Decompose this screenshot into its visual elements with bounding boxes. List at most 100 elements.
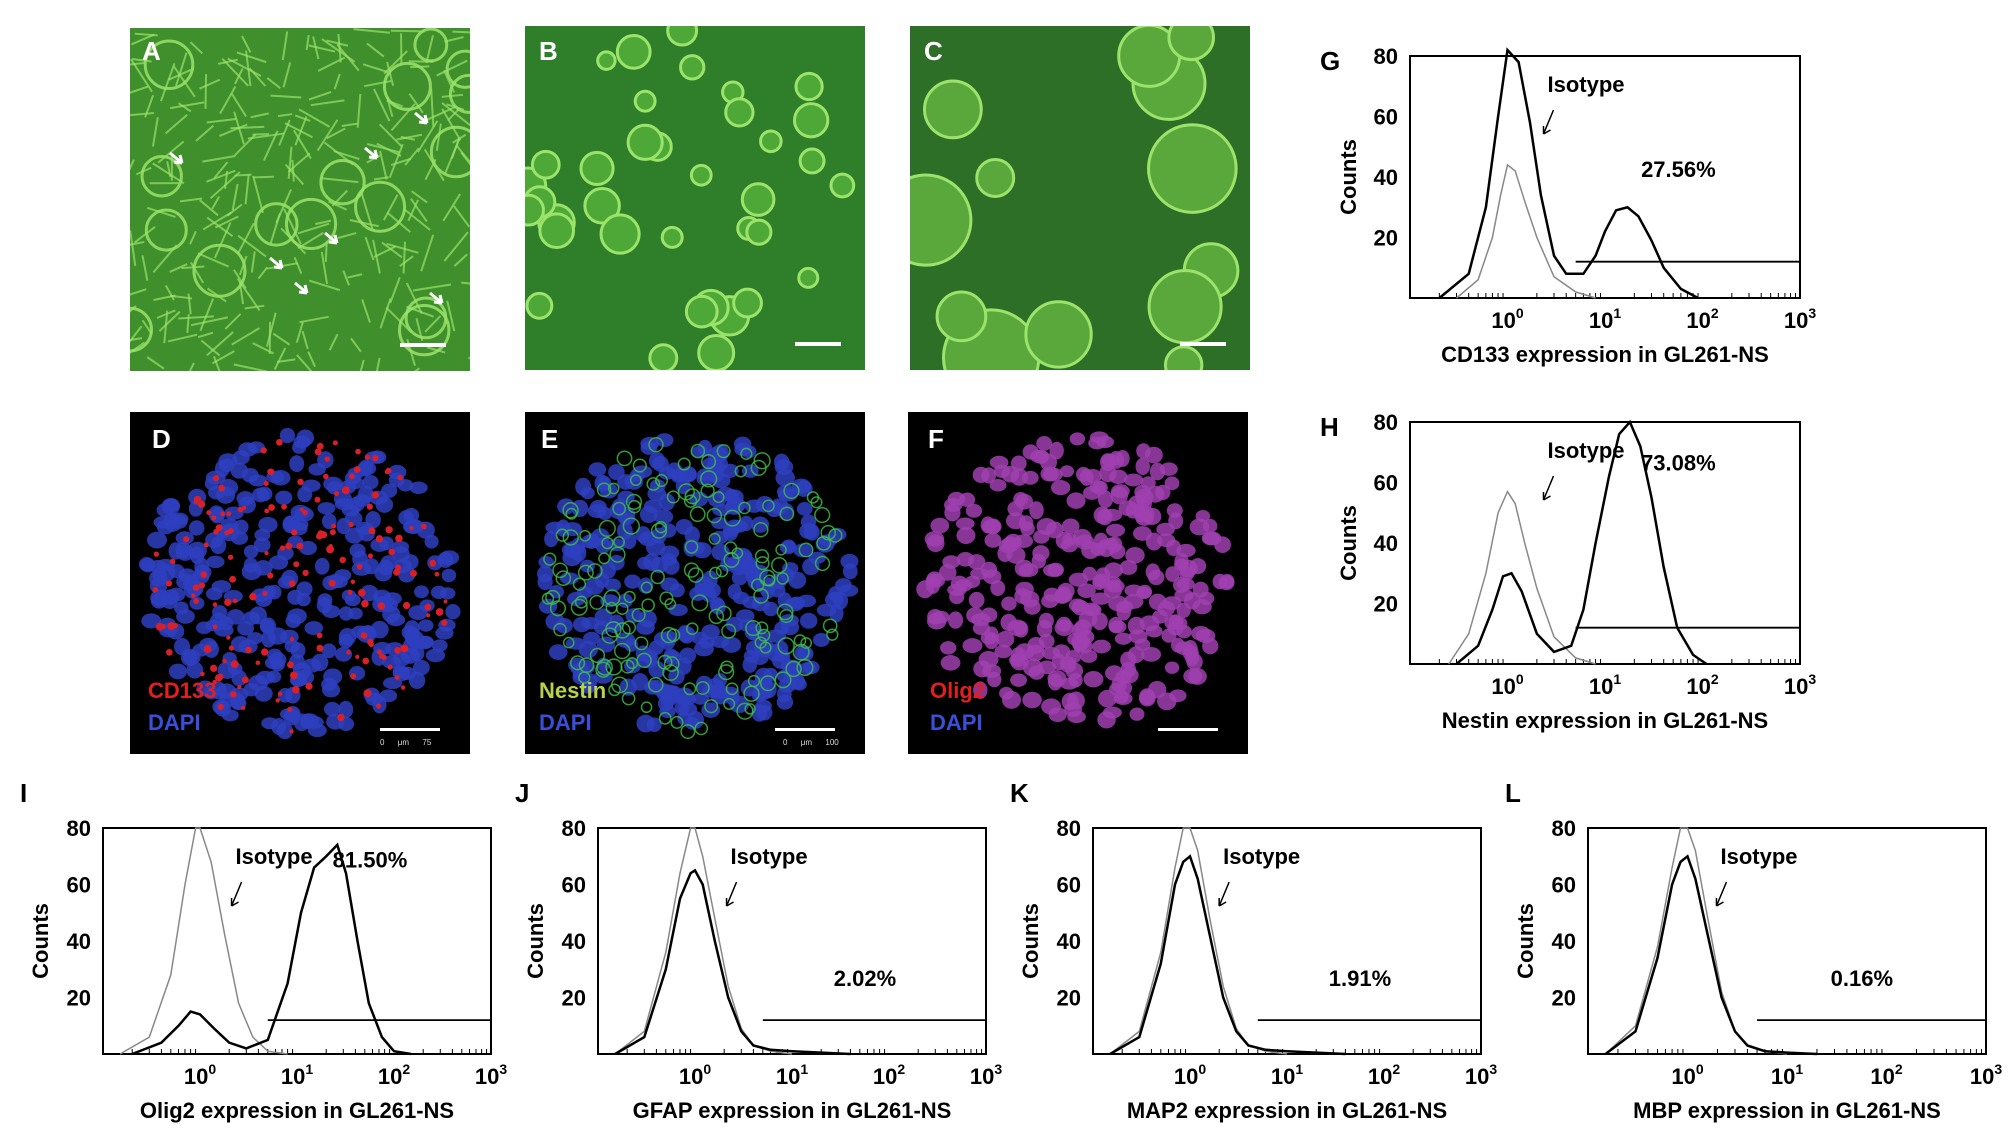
panel-label-h: H xyxy=(1320,412,1339,442)
x-tick-label: 102 xyxy=(873,1061,905,1089)
stain-label-dapi-d: DAPI xyxy=(148,710,201,736)
micro-panel-e: E Nestin DAPI 0 μm 100 xyxy=(525,412,865,754)
y-tick-label: 20 xyxy=(1057,986,1081,1011)
y-axis-label: Counts xyxy=(28,903,53,979)
isotype-arrow xyxy=(727,882,737,906)
isotype-annotation: Isotype xyxy=(731,844,808,869)
x-tick-label: 100 xyxy=(184,1061,216,1089)
phase-image-a xyxy=(130,28,470,371)
isotype-arrow xyxy=(1219,882,1229,906)
y-tick-label: 60 xyxy=(562,873,586,898)
isotype-annotation: Isotype xyxy=(1223,844,1300,869)
y-axis-label: Counts xyxy=(1018,903,1043,979)
x-axis-label: CD133 expression in GL261-NS xyxy=(1441,342,1769,367)
y-tick-label: 60 xyxy=(1552,873,1576,898)
isotype-annotation: Isotype xyxy=(1548,72,1625,97)
y-tick-label: 40 xyxy=(1374,165,1398,190)
sample-curve xyxy=(132,845,411,1054)
x-tick-label: 103 xyxy=(970,1061,1002,1089)
panel-label-f: F xyxy=(928,424,944,455)
y-tick-label: 60 xyxy=(67,873,91,898)
stain-label-dapi-f: DAPI xyxy=(930,710,983,736)
y-tick-label: 60 xyxy=(1374,471,1398,496)
phase-image-c xyxy=(910,26,1250,370)
isotype-annotation: Isotype xyxy=(1548,438,1625,463)
panel-label-e: E xyxy=(541,424,558,455)
x-tick-label: 100 xyxy=(1174,1061,1206,1089)
x-tick-label: 102 xyxy=(378,1061,410,1089)
x-axis-label: Olig2 expression in GL261-NS xyxy=(140,1098,454,1123)
x-tick-label: 101 xyxy=(281,1061,313,1089)
y-axis-label: Counts xyxy=(523,903,548,979)
isotype-arrow xyxy=(1544,476,1554,500)
micro-panel-c: C xyxy=(910,26,1250,370)
x-tick-label: 101 xyxy=(1589,305,1621,333)
x-tick-label: 100 xyxy=(1491,305,1523,333)
positive-percent-label: 73.08% xyxy=(1641,450,1716,475)
x-axis-label: MBP expression in GL261-NS xyxy=(1633,1098,1941,1123)
y-tick-label: 40 xyxy=(562,929,586,954)
y-axis-label: Counts xyxy=(1336,139,1361,215)
panel-label-g: G xyxy=(1320,46,1340,76)
x-tick-label: 101 xyxy=(776,1061,808,1089)
x-tick-label: 100 xyxy=(1671,1061,1703,1089)
y-tick-label: 20 xyxy=(562,986,586,1011)
sample-curve xyxy=(615,870,850,1054)
stain-label-dapi-e: DAPI xyxy=(539,710,592,736)
y-tick-label: 20 xyxy=(1374,592,1398,617)
scale-text-e: 0 μm 100 xyxy=(783,738,839,747)
panel-label-j: J xyxy=(515,780,529,808)
positive-percent-label: 2.02% xyxy=(834,966,896,991)
x-tick-label: 100 xyxy=(1491,671,1523,699)
x-tick-label: 103 xyxy=(1465,1061,1497,1089)
stain-label-cd133: CD133 xyxy=(148,678,216,704)
positive-percent-label: 0.16% xyxy=(1831,966,1893,991)
x-tick-label: 102 xyxy=(1686,305,1718,333)
stain-label-olig2: Olig2 xyxy=(930,678,985,704)
y-tick-label: 20 xyxy=(1552,986,1576,1011)
x-tick-label: 103 xyxy=(475,1061,507,1089)
y-tick-label: 40 xyxy=(67,929,91,954)
isotype-arrow xyxy=(232,882,242,906)
x-tick-label: 103 xyxy=(1784,305,1816,333)
micro-panel-f: F Olig2 DAPI xyxy=(908,412,1248,754)
panel-label-k: K xyxy=(1010,780,1029,808)
panel-label-d: D xyxy=(152,424,171,455)
x-tick-label: 101 xyxy=(1589,671,1621,699)
isotype-arrow xyxy=(1716,882,1726,906)
y-axis-label: Counts xyxy=(1513,903,1538,979)
micro-panel-b: B xyxy=(525,26,865,370)
panel-label-a: A xyxy=(142,36,161,67)
x-tick-label: 101 xyxy=(1771,1061,1803,1089)
isotype-curve xyxy=(1457,165,1596,298)
positive-percent-label: 1.91% xyxy=(1329,966,1391,991)
x-axis-label: Nestin expression in GL261-NS xyxy=(1442,708,1768,733)
positive-percent-label: 81.50% xyxy=(333,848,408,873)
x-tick-label: 102 xyxy=(1870,1061,1902,1089)
y-tick-label: 40 xyxy=(1374,531,1398,556)
y-tick-label: 60 xyxy=(1374,105,1398,130)
x-tick-label: 102 xyxy=(1368,1061,1400,1089)
y-tick-label: 20 xyxy=(1374,226,1398,251)
panel-label-l: L xyxy=(1505,780,1521,808)
y-tick-label: 60 xyxy=(1057,873,1081,898)
isotype-annotation: Isotype xyxy=(1720,844,1797,869)
y-tick-label: 80 xyxy=(1374,410,1398,435)
micro-panel-a: A xyxy=(130,28,470,371)
x-tick-label: 100 xyxy=(679,1061,711,1089)
y-axis-label: Counts xyxy=(1336,505,1361,581)
panel-label-i: I xyxy=(20,780,27,808)
x-tick-label: 103 xyxy=(1784,671,1816,699)
x-axis-label: GFAP expression in GL261-NS xyxy=(633,1098,952,1123)
stain-label-nestin: Nestin xyxy=(539,678,606,704)
